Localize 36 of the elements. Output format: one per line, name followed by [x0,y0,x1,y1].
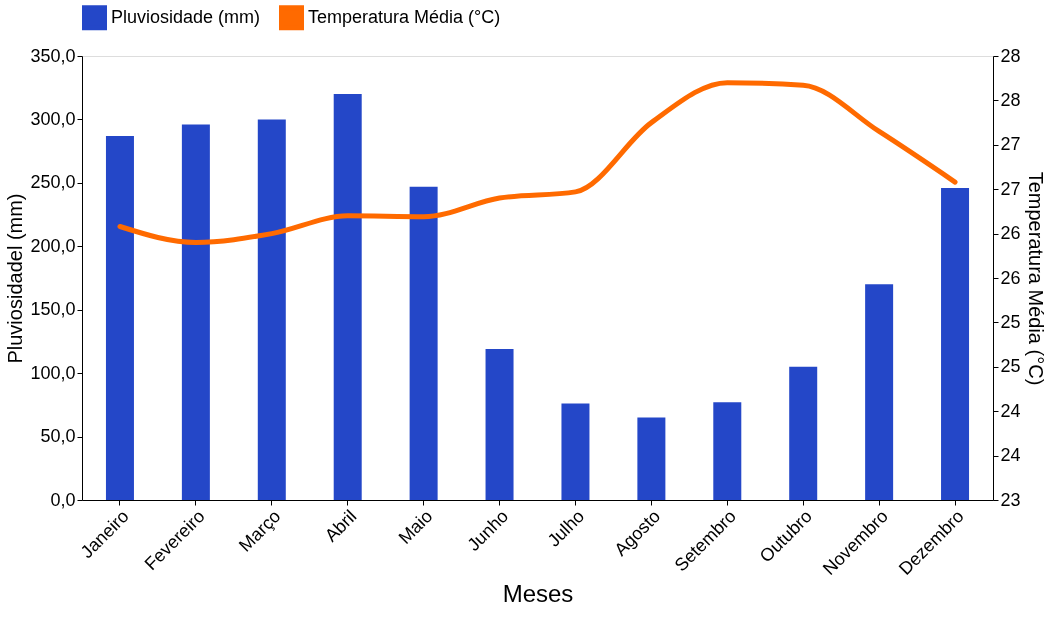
y-axis-title: Pluviosidadel (mm) [4,193,27,364]
legend-label: Temperatura Média (°C) [308,6,501,27]
bar [409,186,438,500]
bar [637,417,666,500]
y2-tick-label: 25 [1000,356,1021,377]
bar [181,124,210,500]
bar [713,402,742,500]
y-tick-label: 250,0 [30,172,76,193]
y-tick-label: 350,0 [30,45,76,66]
y-tick-label: 200,0 [30,235,76,256]
y-tick-label: 0,0 [50,489,76,510]
y2-tick-label: 23 [1000,489,1021,510]
y2-tick-label: 24 [1000,445,1021,466]
y2-tick-label: 25 [1000,311,1021,332]
bar [561,403,590,500]
bar [789,366,818,500]
bar [257,119,286,500]
y2-tick-label: 27 [1000,134,1021,155]
bar [865,284,894,500]
bar [941,187,970,500]
y2-tick-label: 26 [1000,267,1021,288]
y-tick-label: 100,0 [30,362,76,383]
bar [333,94,362,500]
y2-tick-label: 27 [1000,178,1021,199]
y2-tick-label: 28 [1000,45,1021,66]
y-tick-label: 300,0 [30,108,76,129]
y2-tick-label: 28 [1000,89,1021,110]
legend-label: Pluviosidade (mm) [111,6,261,27]
y-tick-label: 50,0 [40,426,76,447]
y2-axis-title: Temperatura Média (°C) [1024,171,1047,386]
y2-tick-label: 26 [1000,223,1021,244]
y2-tick-label: 24 [1000,400,1021,421]
bar [485,349,514,500]
x-axis-title: Meses [502,579,574,607]
y-tick-label: 150,0 [30,299,76,320]
bar [105,135,134,500]
